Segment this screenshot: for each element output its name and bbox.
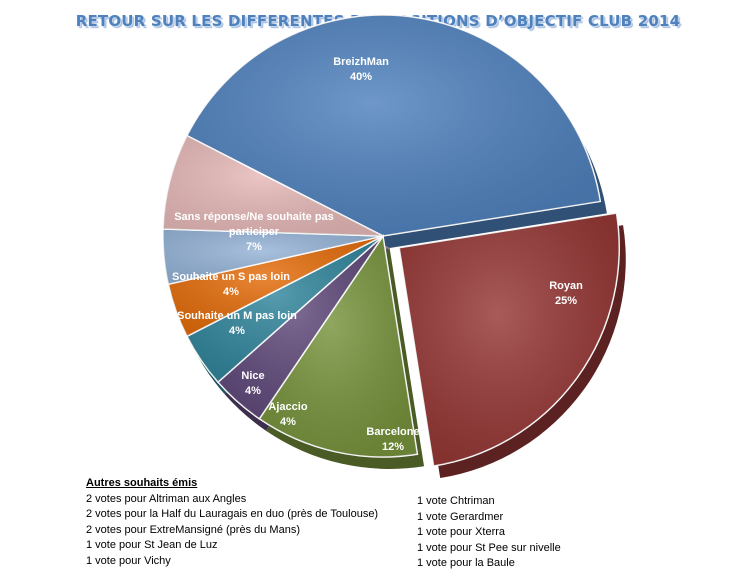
note-line: 1 vote Chtriman [417,495,495,507]
note-line: 1 vote pour St Pee sur nivelle [417,541,561,554]
pie-slice-highlight [399,213,620,467]
note-line: 1 vote Gerardmer [417,510,504,523]
other-wishes-heading: Autres souhaits émis [86,477,198,489]
note-line: 1 vote pour St Jean de Luz [86,539,218,552]
other-wishes-notes-right: 1 vote Chtriman 1 vote Gerardmer 1 vote … [417,494,617,572]
slice-label: Royan 25% [549,280,583,307]
other-wishes-notes: Autres souhaits émis 2 votes pour Altrim… [86,476,406,570]
pie-slice-highlight [163,135,383,236]
note-line: 2 votes pour Altriman aux Angles [86,492,247,505]
note-line: 2 votes pour la Half du Lauragais en duo… [86,508,379,521]
slice-label: Barcelone 12% [366,426,419,453]
slice-label: Souhaite un M pas loin 4% [177,310,297,337]
slice-label: BreizhMan 40% [333,56,389,83]
note-line: 1 vote pour la Baule [417,557,515,570]
slice-label: Sans réponse/Ne souhaite pas participer 7% [174,211,334,253]
pie-slice-highlight [168,236,383,337]
slice-label: Ajaccio 4% [268,401,307,428]
pie-slice-highlight [186,236,383,383]
note-line: 1 vote pour Xterra [417,526,506,539]
pie-slice-highlight [186,15,601,236]
slice-label: Nice 4% [241,370,264,397]
note-line: 1 vote pour Vichy [86,554,171,567]
pie-slice-highlight [163,229,383,285]
pie-slice-highlight [259,236,418,458]
note-line: 2 votes pour ExtreMansigné (près du Mans… [86,523,300,536]
pie-slice-highlight [217,236,383,419]
slice-label: Souhaite un S pas loin 4% [172,271,290,298]
